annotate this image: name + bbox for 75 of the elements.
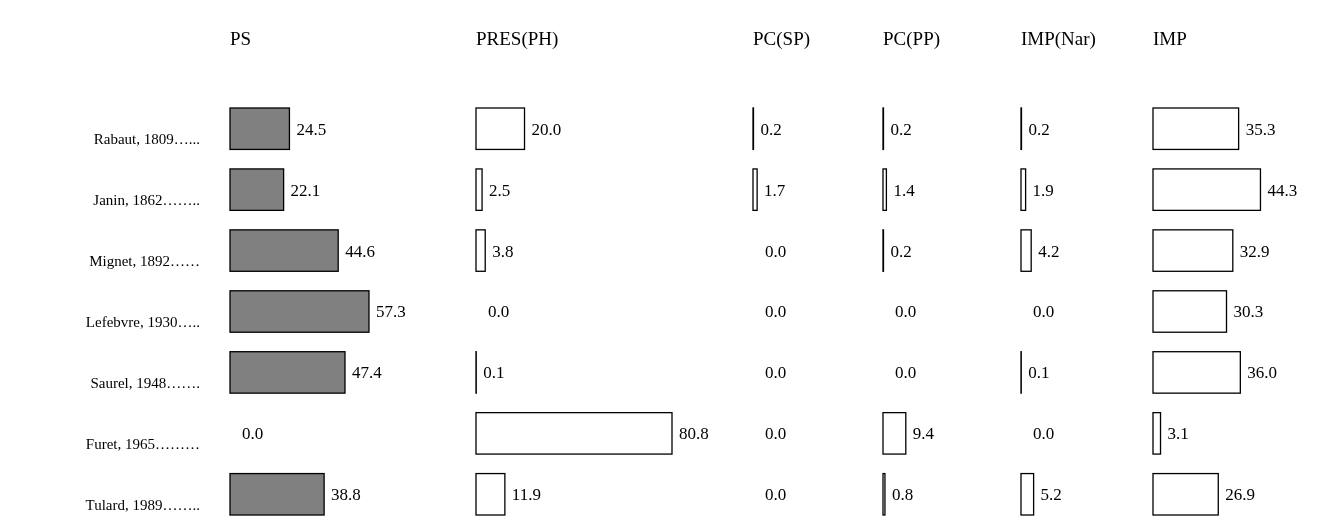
y-tick-label: Tulard, 1989…….. bbox=[85, 496, 200, 513]
bar bbox=[229, 351, 346, 394]
chart-title: IMP(Nar) bbox=[1021, 27, 1096, 50]
y-tick-label: Saurel, 1948……. bbox=[90, 374, 200, 391]
data-label: 11.9 bbox=[511, 485, 541, 505]
bar bbox=[1152, 351, 1241, 394]
data-label: 9.4 bbox=[912, 424, 935, 444]
data-label: 22.1 bbox=[290, 180, 321, 200]
data-label: 0.0 bbox=[765, 424, 787, 444]
chart-title: IMP bbox=[1153, 27, 1187, 49]
chart-title: PC(SP) bbox=[753, 27, 811, 50]
bar bbox=[1020, 229, 1032, 272]
bar bbox=[882, 411, 907, 455]
data-label: 0.0 bbox=[488, 302, 510, 322]
data-label: 26.9 bbox=[1225, 485, 1255, 505]
data-label: 0.0 bbox=[895, 363, 917, 383]
data-label: 24.5 bbox=[296, 119, 327, 139]
data-label: 0.0 bbox=[242, 424, 264, 444]
data-label: 0.0 bbox=[765, 241, 787, 261]
bar bbox=[229, 290, 370, 333]
data-label: 44.3 bbox=[1267, 180, 1298, 200]
data-label: 1.7 bbox=[764, 180, 786, 200]
bar bbox=[1152, 107, 1240, 151]
data-label: 5.2 bbox=[1040, 485, 1062, 505]
y-tick-label: Mignet, 1892…… bbox=[89, 252, 200, 269]
bar bbox=[229, 229, 339, 272]
bar bbox=[475, 107, 526, 151]
y-tick-label: Furet, 1965……… bbox=[85, 435, 200, 452]
data-label: 0.1 bbox=[483, 363, 505, 383]
data-label: 32.9 bbox=[1239, 241, 1270, 261]
data-label: 0.8 bbox=[891, 485, 914, 505]
y-tick-label: Lefebvre, 1930….. bbox=[85, 313, 200, 330]
data-label: 47.4 bbox=[351, 363, 383, 383]
bar bbox=[1152, 168, 1262, 212]
data-label: 57.3 bbox=[376, 302, 406, 322]
bar bbox=[475, 411, 673, 455]
bar bbox=[1020, 168, 1027, 212]
data-label: 30.3 bbox=[1233, 302, 1264, 322]
data-label: 0.2 bbox=[890, 119, 912, 139]
data-label: 3.1 bbox=[1167, 424, 1189, 444]
data-label: 1.9 bbox=[1032, 180, 1054, 200]
data-label: 0.2 bbox=[890, 241, 912, 261]
chart-title: PRES(PH) bbox=[476, 27, 559, 50]
bar bbox=[1152, 411, 1162, 455]
data-label: 0.1 bbox=[1028, 363, 1050, 383]
bar bbox=[1152, 229, 1234, 272]
data-label: 80.8 bbox=[679, 424, 709, 444]
data-label: 44.6 bbox=[345, 241, 375, 261]
bar bbox=[882, 168, 888, 212]
bar bbox=[1152, 290, 1228, 333]
data-label: 1.4 bbox=[893, 180, 916, 200]
y-tick-label: Rabaut, 1809…... bbox=[93, 130, 200, 147]
y-tick-label: Janin, 1862…….. bbox=[93, 191, 200, 208]
data-label: 0.0 bbox=[1033, 302, 1055, 322]
data-label: 3.8 bbox=[492, 241, 514, 261]
data-label: 0.0 bbox=[895, 302, 917, 322]
data-label: 4.2 bbox=[1038, 241, 1060, 261]
data-label: 0.0 bbox=[765, 302, 787, 322]
data-label: 0.2 bbox=[1028, 119, 1050, 139]
data-label: 38.8 bbox=[331, 485, 361, 505]
bar bbox=[229, 168, 285, 212]
bar bbox=[229, 472, 325, 516]
data-label: 36.0 bbox=[1247, 363, 1278, 383]
chart-title: PS bbox=[230, 27, 252, 49]
data-label: 0.2 bbox=[760, 119, 782, 139]
data-label: 0.0 bbox=[765, 363, 787, 383]
data-label: 35.3 bbox=[1245, 119, 1276, 139]
bar bbox=[475, 229, 486, 272]
chart-title: PC(PP) bbox=[883, 27, 941, 50]
bar bbox=[229, 107, 291, 151]
data-label: 0.0 bbox=[765, 485, 787, 505]
data-label: 20.0 bbox=[531, 119, 562, 139]
data-label: 0.0 bbox=[1033, 424, 1055, 444]
data-label: 2.5 bbox=[489, 180, 511, 200]
bar bbox=[475, 168, 483, 212]
